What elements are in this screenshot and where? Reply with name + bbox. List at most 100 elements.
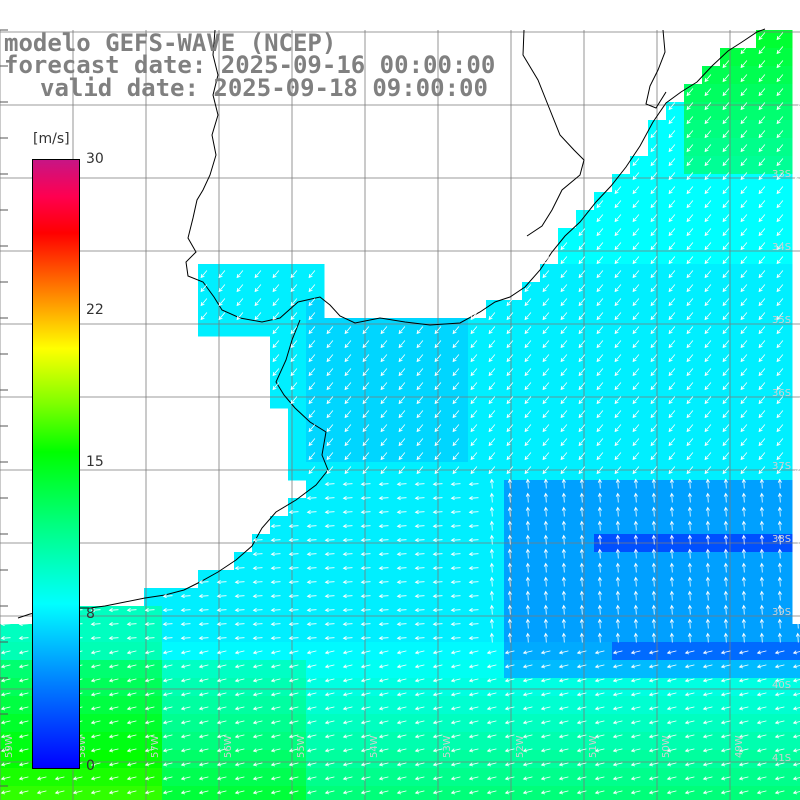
wind-cell <box>486 552 505 571</box>
wind-cell <box>306 498 325 517</box>
wind-cell <box>486 714 505 733</box>
wind-cell <box>738 84 757 103</box>
wind-arrow <box>144 762 155 767</box>
latitude-label: 36S <box>772 388 791 399</box>
wind-arrow <box>450 566 461 571</box>
wind-cell <box>738 174 757 193</box>
wind-cell <box>576 300 595 319</box>
wind-cell <box>468 786 487 800</box>
wind-arrow <box>686 102 694 111</box>
wind-arrow <box>252 706 263 711</box>
wind-arrow <box>18 664 29 669</box>
wind-cell <box>18 678 37 697</box>
wind-arrow <box>633 604 638 615</box>
wind-cell <box>774 408 793 427</box>
wind-cell <box>378 588 397 607</box>
wind-arrow <box>792 650 800 655</box>
wind-arrow <box>272 270 280 279</box>
wind-arrow <box>452 326 460 335</box>
wind-arrow <box>434 354 442 363</box>
wind-arrow <box>414 580 425 585</box>
wind-arrow <box>722 466 730 475</box>
wind-arrow <box>288 664 299 669</box>
wind-arrow <box>525 492 530 503</box>
wind-cell <box>414 606 433 625</box>
wind-arrow <box>723 478 728 489</box>
wind-arrow <box>270 580 281 585</box>
wind-cell <box>522 336 541 355</box>
wind-arrow <box>342 734 353 739</box>
wind-arrow <box>162 692 173 697</box>
wind-arrow <box>684 678 695 683</box>
wind-cell <box>324 732 343 751</box>
wind-cell <box>504 606 523 625</box>
wind-arrow <box>561 562 566 573</box>
wind-cell <box>702 660 721 679</box>
wind-arrow <box>90 650 101 655</box>
wind-arrow <box>722 368 730 377</box>
wind-arrow <box>362 382 370 391</box>
wind-cell <box>522 372 541 391</box>
wind-arrow <box>795 590 800 601</box>
wind-cell <box>630 732 649 751</box>
wind-arrow <box>579 534 584 545</box>
wind-arrow <box>722 354 730 363</box>
wind-arrow <box>740 242 748 251</box>
wind-arrow <box>414 678 425 683</box>
wind-cell <box>270 282 289 301</box>
wind-arrow <box>740 368 748 377</box>
wind-arrow <box>396 664 407 669</box>
wind-arrow <box>615 492 620 503</box>
wind-cell <box>684 246 703 265</box>
wind-cell <box>522 606 541 625</box>
wind-arrow <box>794 46 800 55</box>
wind-arrow <box>252 664 263 669</box>
wind-arrow <box>792 664 800 669</box>
wind-arrow <box>180 734 191 739</box>
wind-cell <box>738 624 757 643</box>
wind-arrow <box>651 576 656 587</box>
wind-cell <box>378 570 397 589</box>
wind-arrow <box>488 368 496 377</box>
wind-arrow <box>470 452 478 461</box>
wind-arrow <box>704 200 712 209</box>
wind-cell <box>288 264 307 283</box>
wind-arrow <box>705 618 710 629</box>
wind-cell <box>540 336 559 355</box>
wind-arrow <box>776 228 784 237</box>
wind-cell <box>540 408 559 427</box>
wind-arrow <box>576 678 587 683</box>
wind-arrow <box>722 340 730 349</box>
wind-cell <box>738 264 757 283</box>
wind-cell <box>342 462 361 481</box>
wind-cell <box>558 678 577 697</box>
wind-cell <box>684 462 703 481</box>
wind-arrow <box>432 482 443 487</box>
wind-arrow <box>216 720 227 725</box>
wind-cell <box>468 696 487 715</box>
wind-cell <box>360 660 379 679</box>
wind-arrow <box>450 678 461 683</box>
wind-cell <box>360 498 379 517</box>
wind-cell <box>198 732 217 751</box>
wind-arrow <box>468 790 479 795</box>
wind-arrow <box>450 790 461 795</box>
wind-cell <box>702 408 721 427</box>
wind-cell <box>630 246 649 265</box>
wind-cell <box>288 678 307 697</box>
wind-arrow <box>704 298 712 307</box>
wind-cell <box>504 372 523 391</box>
wind-arrow <box>794 130 800 139</box>
wind-arrow <box>468 650 479 655</box>
wind-arrow <box>0 790 11 795</box>
wind-cell <box>432 552 451 571</box>
wind-cell <box>540 480 559 499</box>
wind-arrow <box>650 396 658 405</box>
wind-arrow <box>450 622 461 627</box>
wind-cell <box>630 714 649 733</box>
wind-arrow <box>722 116 730 125</box>
wind-arrow <box>396 622 407 627</box>
wind-arrow <box>651 618 656 629</box>
wind-cell <box>396 336 415 355</box>
wind-arrow <box>524 452 532 461</box>
